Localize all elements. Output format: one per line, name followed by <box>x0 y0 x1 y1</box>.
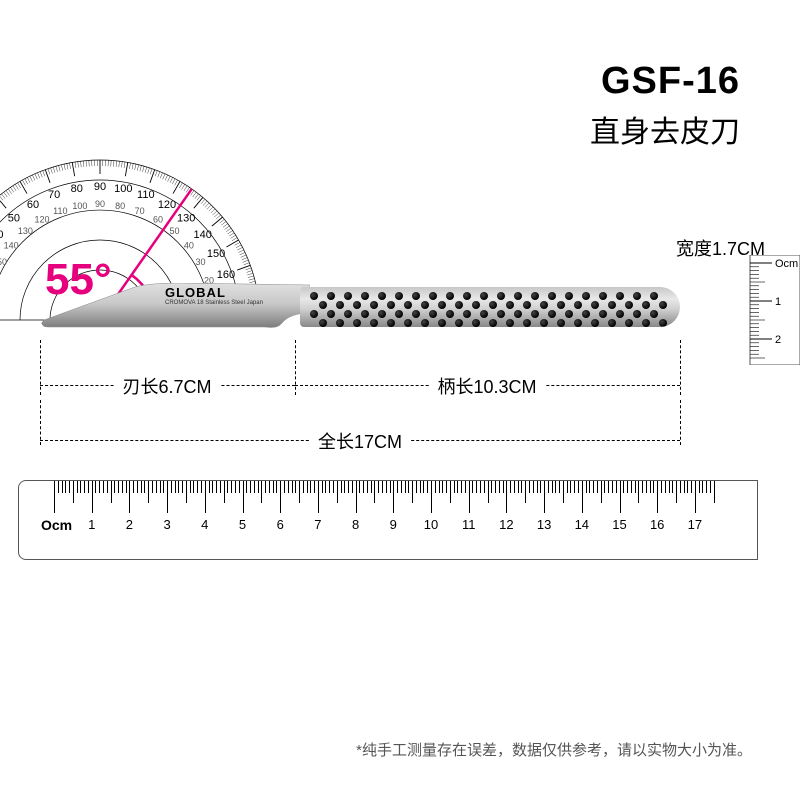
svg-text:120: 120 <box>34 215 49 225</box>
ruler-number: 1 <box>88 517 95 532</box>
brand-subtext: CROMOVA 18 Stainless Steel Japan <box>165 300 263 306</box>
ruler-number: 6 <box>277 517 284 532</box>
model-code: GSF-16 <box>590 60 740 103</box>
knife-handle <box>300 287 680 327</box>
svg-text:110: 110 <box>53 206 67 216</box>
svg-text:130: 130 <box>177 212 195 224</box>
svg-text:40: 40 <box>184 240 194 250</box>
svg-text:40: 40 <box>0 229 3 241</box>
svg-text:120: 120 <box>158 199 176 211</box>
knife-illustration: GLOBAL CROMOVA 18 Stainless Steel Japan <box>40 265 680 335</box>
ruler-number: 7 <box>314 517 321 532</box>
svg-text:140: 140 <box>4 240 19 250</box>
svg-text:1: 1 <box>775 296 781 308</box>
svg-text:70: 70 <box>135 206 145 216</box>
svg-text:80: 80 <box>71 183 83 195</box>
ruler-number: 13 <box>537 517 551 532</box>
ruler-number: 8 <box>352 517 359 532</box>
ruler-number: 2 <box>126 517 133 532</box>
ruler-number: 5 <box>239 517 246 532</box>
ruler-number: 10 <box>424 517 438 532</box>
svg-text:100: 100 <box>72 201 87 211</box>
svg-text:150: 150 <box>207 248 225 260</box>
total-length-label: 全长17CM <box>310 428 410 454</box>
svg-text:2: 2 <box>775 334 781 346</box>
blade-length-label: 刃长6.7CM <box>114 373 219 399</box>
svg-text:80: 80 <box>115 201 125 211</box>
ruler-number: 16 <box>650 517 664 532</box>
svg-text:90: 90 <box>94 181 106 193</box>
svg-text:140: 140 <box>193 229 211 241</box>
ruler-number: 3 <box>163 517 170 532</box>
svg-text:130: 130 <box>18 226 33 236</box>
brand-text: GLOBAL <box>165 285 226 300</box>
title-block: GSF-16 直身去皮刀 <box>590 60 740 151</box>
disclaimer-text: *纯手工测量存在误差，数据仅供参考，请以实物大小为准。 <box>356 739 752 760</box>
ruler-number: 9 <box>390 517 397 532</box>
ruler-unit-label: Ocm <box>41 517 72 533</box>
ruler-number: 12 <box>499 517 513 532</box>
svg-text:Ocm: Ocm <box>775 258 798 270</box>
product-name: 直身去皮刀 <box>590 107 740 151</box>
svg-text:100: 100 <box>114 183 132 195</box>
ruler-number: 4 <box>201 517 208 532</box>
svg-text:110: 110 <box>137 189 155 201</box>
svg-text:60: 60 <box>153 215 163 225</box>
svg-text:50: 50 <box>8 212 20 224</box>
svg-text:60: 60 <box>27 199 39 211</box>
svg-text:90: 90 <box>95 199 105 209</box>
horizontal-ruler: Ocm 1234567891011121314151617 <box>18 480 758 560</box>
ruler-number: 14 <box>575 517 589 532</box>
svg-text:50: 50 <box>170 226 180 236</box>
ruler-number: 17 <box>688 517 702 532</box>
svg-text:70: 70 <box>48 189 60 201</box>
vertical-ruler: Ocm 1 2 <box>745 255 800 365</box>
ruler-number: 15 <box>612 517 626 532</box>
ruler-number: 11 <box>462 517 476 532</box>
svg-text:150: 150 <box>0 257 7 267</box>
handle-length-label: 柄长10.3CM <box>429 373 544 399</box>
